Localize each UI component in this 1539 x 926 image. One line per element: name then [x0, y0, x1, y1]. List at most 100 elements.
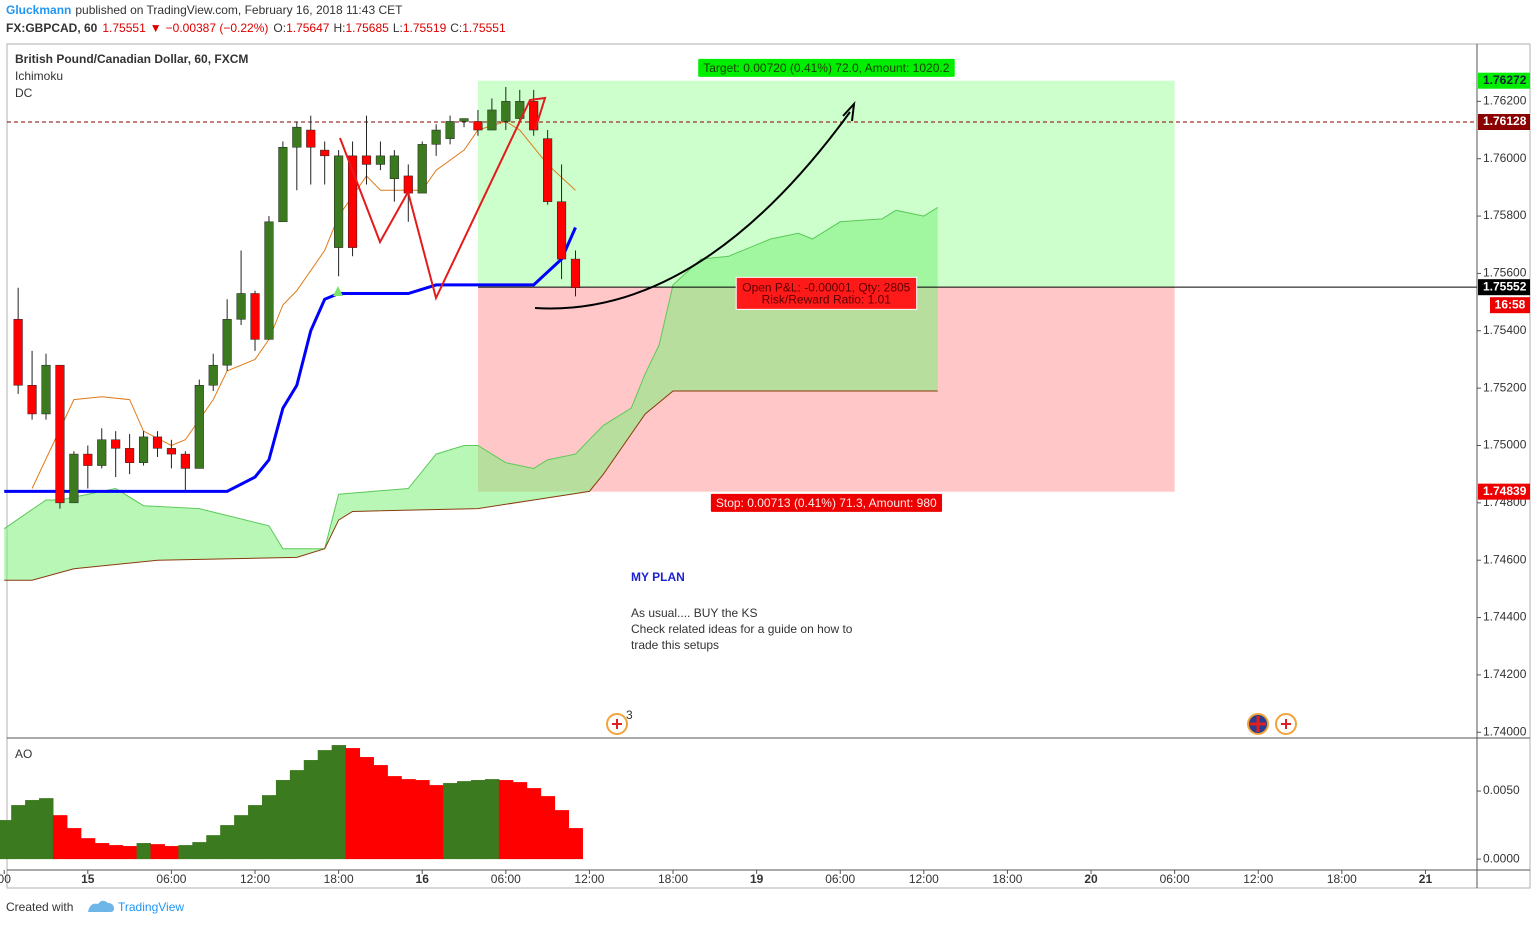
- ao-tick-label: 0.0050: [1483, 783, 1520, 797]
- author[interactable]: Gluckmann: [6, 3, 71, 17]
- ao-bar: [192, 842, 207, 860]
- candle-body: [166, 448, 176, 455]
- ao-bar: [387, 776, 402, 860]
- ao-bar: [470, 780, 486, 860]
- ao-bar: [178, 845, 193, 860]
- candle-body: [69, 453, 79, 504]
- plan-line: As usual.... BUY the KS: [631, 606, 758, 620]
- candle-body: [431, 129, 441, 145]
- ao-bar: [275, 780, 291, 860]
- ao-bar: [0, 820, 12, 860]
- flag-ca: [612, 719, 622, 729]
- ao-bar: [415, 780, 430, 860]
- ao-bar: [526, 788, 542, 860]
- plan-title: MY PLAN: [631, 570, 685, 584]
- candle-body: [556, 201, 567, 260]
- ohlc-value: 1.75685: [345, 21, 389, 35]
- ao-title: AO: [15, 747, 32, 761]
- x-tick-label: 18:00: [1327, 872, 1357, 886]
- candle-body: [222, 319, 232, 366]
- alert-tag-box: [1478, 114, 1530, 131]
- ao-bar: [317, 750, 333, 860]
- candle-body: [459, 118, 469, 122]
- candle-body: [208, 364, 218, 386]
- ao-bar: [498, 780, 514, 860]
- ao-bar: [289, 770, 305, 860]
- y-tick-label: 1.75800: [1483, 208, 1527, 222]
- ao-bar: [66, 828, 82, 860]
- y-tick-label: 1.76200: [1483, 94, 1527, 108]
- countdown: 16:58: [1495, 297, 1526, 311]
- ao-bar: [150, 844, 165, 860]
- candle-body: [361, 155, 372, 165]
- candle-body: [264, 221, 274, 340]
- chart-frame: [6, 43, 1531, 889]
- ao-bar: [345, 748, 361, 860]
- span-b: [4, 390, 938, 581]
- ao-bar: [429, 785, 444, 860]
- stop-tag: 1.74839: [1483, 484, 1527, 498]
- target-tag-box: [1478, 72, 1530, 89]
- y-tick-label: 1.75400: [1483, 323, 1527, 337]
- indicator-name: Ichimoku: [15, 69, 63, 83]
- back-layer: [3, 80, 1175, 581]
- candle-body: [515, 101, 525, 119]
- signal-triangle: [333, 286, 343, 296]
- symbol-line: FX:GBPCAD, 60 1.75551 ▼ −0.00387 (−0.22%) O:…: [6, 21, 506, 35]
- candle-body: [83, 453, 93, 466]
- x-tick-label: 19: [750, 872, 764, 886]
- candle-body: [389, 155, 399, 180]
- ohlc-value: 1.75647: [286, 21, 330, 35]
- rr-label: Risk/Reward Ratio: 1.01: [762, 292, 892, 306]
- ao-bar: [52, 815, 68, 860]
- stop-label: Stop: 0.00713 (0.41%) 71.3, Amount: 980: [716, 496, 937, 510]
- zigzag-drawing: [339, 96, 547, 301]
- footer-brand[interactable]: TradingView: [118, 900, 184, 914]
- candle-body: [445, 121, 455, 139]
- candle-body: [236, 293, 246, 320]
- ohlc-key: L:: [393, 21, 403, 35]
- ao-bar: [122, 846, 138, 860]
- ao-bar: [568, 828, 583, 860]
- ao-bar: [94, 843, 110, 860]
- x-tick-label: 12:00: [240, 872, 270, 886]
- ao-bar: [359, 757, 374, 860]
- candle-body: [473, 121, 483, 131]
- ao-bar: [164, 846, 179, 860]
- x-tick-label: 18:00: [324, 872, 354, 886]
- symbol: FX:GBPCAD, 60: [6, 21, 98, 35]
- candle-body: [278, 146, 288, 223]
- y-tick-label: 1.74200: [1483, 667, 1527, 681]
- candle-body: [27, 385, 37, 415]
- x-tick-label: 06:00: [491, 872, 521, 886]
- ao-bar: [457, 781, 472, 860]
- ao-bar: [443, 783, 458, 860]
- y-tick-label: 1.75000: [1483, 438, 1527, 452]
- ao-bar: [108, 845, 124, 860]
- candle-body: [180, 453, 190, 469]
- x-tick-label: 12:00: [909, 872, 939, 886]
- ao-bar: [248, 805, 263, 860]
- ao-bar: [39, 798, 54, 860]
- ohlc-value: 1.75519: [403, 21, 447, 35]
- flag-ca: [1281, 719, 1291, 729]
- x-tick-label: 12:00: [1243, 872, 1273, 886]
- candle-body: [111, 439, 121, 449]
- logo: [87, 900, 114, 912]
- y-tick-label: 1.75600: [1483, 266, 1527, 280]
- ao-bar: [80, 838, 96, 860]
- event-badge: 3: [626, 708, 633, 722]
- chart-title: British Pound/Canadian Dollar, 60, FXCM: [15, 52, 248, 66]
- ohlc-value: 1.75551: [462, 21, 506, 35]
- x-tick-label: 20: [1084, 872, 1098, 886]
- ao-bar: [136, 843, 152, 860]
- y-tick-label: 1.74400: [1483, 610, 1527, 624]
- candle-body: [347, 155, 358, 248]
- ao-bar: [234, 815, 249, 860]
- last: 1.75551: [102, 21, 146, 35]
- target-tag: 1.76272: [1483, 73, 1527, 87]
- ao-bar: [261, 795, 277, 860]
- ohlc-key: O:: [273, 21, 286, 35]
- ao-tick-label: 0.0000: [1483, 851, 1520, 865]
